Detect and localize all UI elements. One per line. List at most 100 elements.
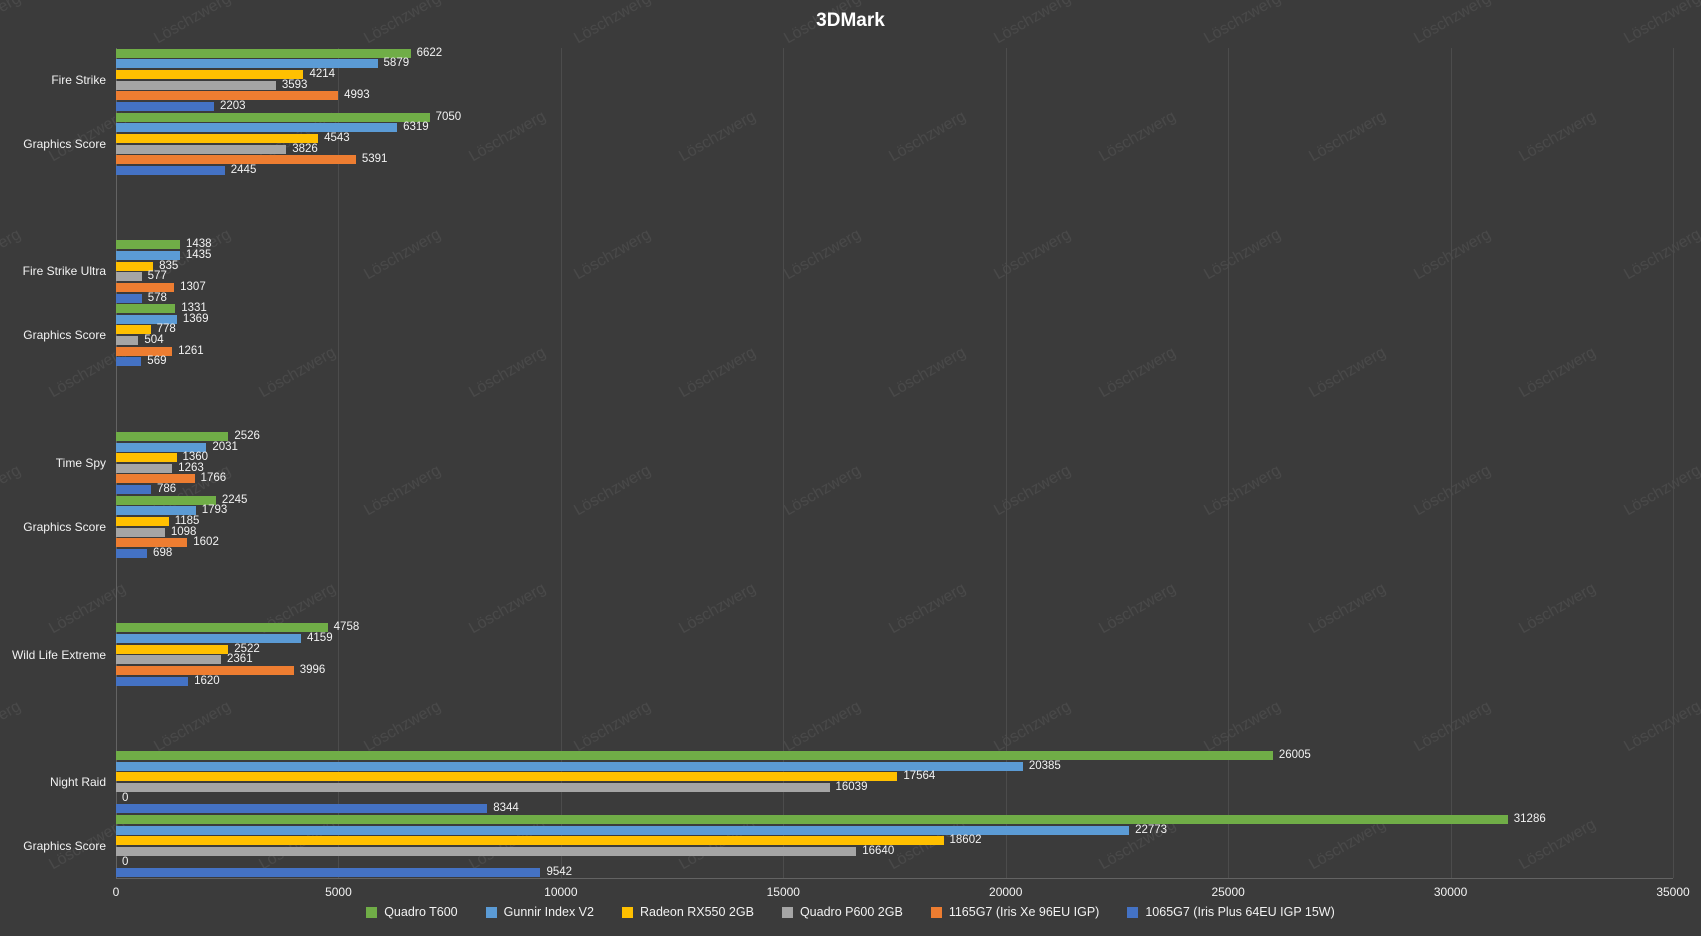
gridline xyxy=(1228,48,1230,878)
category-label: Night Raid xyxy=(49,775,106,790)
bar xyxy=(116,527,165,537)
category-label: Graphics Score xyxy=(23,136,106,151)
bar-value-label: 2245 xyxy=(221,493,248,506)
category-label: Wild Life Extreme xyxy=(11,647,106,662)
bar xyxy=(116,304,176,314)
category-label: Graphics Score xyxy=(23,839,106,854)
gridline xyxy=(1005,48,1007,878)
bar xyxy=(116,804,488,814)
bar-value-label: 1766 xyxy=(200,472,227,485)
bar-value-label: 0 xyxy=(122,791,129,804)
category-label: Fire Strike xyxy=(51,72,106,87)
bar-value-label: 2361 xyxy=(227,653,253,666)
legend-item: 1165G7 (Iris Xe 96EU IGP) xyxy=(930,905,1099,919)
bar-value-label: 16039 xyxy=(835,781,868,794)
x-tick-label: 30000 xyxy=(1433,885,1468,899)
gridline xyxy=(116,48,117,878)
bar xyxy=(116,623,328,633)
x-tick-label: 35000 xyxy=(1656,885,1690,899)
bar-value-label: 16640 xyxy=(862,844,895,857)
bar-value-label: 22773 xyxy=(1135,823,1168,836)
bar-value-label: 4214 xyxy=(309,68,336,81)
legend-item: Quadro T600 xyxy=(366,905,458,919)
x-axis-line xyxy=(116,878,1673,879)
bar xyxy=(116,836,944,846)
x-tick-label: 0 xyxy=(112,885,120,899)
bar-value-label: 9542 xyxy=(546,866,573,879)
bar-value-label: 1369 xyxy=(182,312,209,325)
category-label: Time Spy xyxy=(55,456,106,470)
bar xyxy=(116,251,180,260)
bar-value-label: 6622 xyxy=(416,46,443,59)
bar xyxy=(116,325,151,335)
chart-title: 3DMark xyxy=(816,10,885,31)
x-tick-label: 10000 xyxy=(544,885,578,899)
bar-value-label: 1438 xyxy=(185,238,212,251)
bar xyxy=(116,431,229,441)
bar-value-label: 4758 xyxy=(333,621,360,634)
bar-value-label: 778 xyxy=(156,323,176,336)
bar-value-label: 4159 xyxy=(307,632,333,645)
bar-value-label: 1261 xyxy=(178,344,204,357)
bar xyxy=(116,453,177,463)
bar xyxy=(116,495,216,505)
x-tick-label: 15000 xyxy=(766,885,800,899)
bar-value-label: 4543 xyxy=(324,131,350,144)
bar xyxy=(116,112,430,122)
bar-value-label: 0 xyxy=(122,855,129,868)
bar xyxy=(116,634,302,644)
bar xyxy=(116,676,189,686)
bar-value-label: 786 xyxy=(156,483,177,496)
x-tick-label: 20000 xyxy=(989,885,1023,899)
bar xyxy=(116,102,214,112)
bar-value-label: 2526 xyxy=(234,429,260,442)
legend-swatch-icon xyxy=(781,906,793,918)
bar xyxy=(116,538,188,548)
bar xyxy=(116,517,169,527)
bar-value-label: 1331 xyxy=(181,302,207,315)
bar-value-label: 26005 xyxy=(1278,749,1311,762)
bar xyxy=(116,846,857,856)
bar xyxy=(116,474,195,484)
bar-value-label: 1602 xyxy=(193,536,219,549)
bar xyxy=(116,261,154,271)
category-label: Graphics Score xyxy=(23,328,106,343)
category-label: Fire Strike Ultra xyxy=(22,264,106,279)
bar xyxy=(116,346,173,356)
bar xyxy=(116,485,151,495)
bar xyxy=(116,814,1508,824)
bar xyxy=(116,70,304,80)
legend-item: Radeon RX550 2GB xyxy=(621,905,754,919)
legend-label: 1065G7 (Iris Plus 64EU IGP 15W) xyxy=(1145,905,1335,919)
bar xyxy=(116,868,541,878)
legend-label: Quadro P600 2GB xyxy=(799,905,903,919)
bar xyxy=(116,751,1273,761)
bar-value-label: 7050 xyxy=(435,110,462,123)
gridline xyxy=(560,48,562,878)
bar xyxy=(116,463,173,473)
legend-label: Gunnir Index V2 xyxy=(503,905,594,919)
x-tick-label: 5000 xyxy=(325,885,352,899)
bar xyxy=(116,282,175,292)
bar-value-label: 577 xyxy=(147,270,167,283)
bar xyxy=(116,666,294,675)
gridline xyxy=(783,48,785,878)
bar-value-label: 5879 xyxy=(383,57,410,70)
bar-value-label: 3593 xyxy=(281,78,308,91)
bar-value-label: 20385 xyxy=(1028,759,1061,772)
bar xyxy=(116,548,148,558)
bar xyxy=(116,506,196,516)
legend-label: Radeon RX550 2GB xyxy=(639,905,754,919)
bar-value-label: 569 xyxy=(147,355,167,368)
bar-value-label: 6319 xyxy=(403,121,429,134)
bar xyxy=(116,165,225,175)
watermark-text: Löschzwerg xyxy=(0,697,24,756)
bar xyxy=(116,825,1130,835)
bar-value-label: 504 xyxy=(144,334,164,347)
bar-value-label: 1793 xyxy=(201,504,228,517)
watermark-text: Löschzwerg xyxy=(0,461,24,520)
bar-value-label: 5391 xyxy=(361,153,388,166)
bar xyxy=(116,59,378,69)
gridline xyxy=(1673,48,1674,878)
bar xyxy=(116,644,229,654)
